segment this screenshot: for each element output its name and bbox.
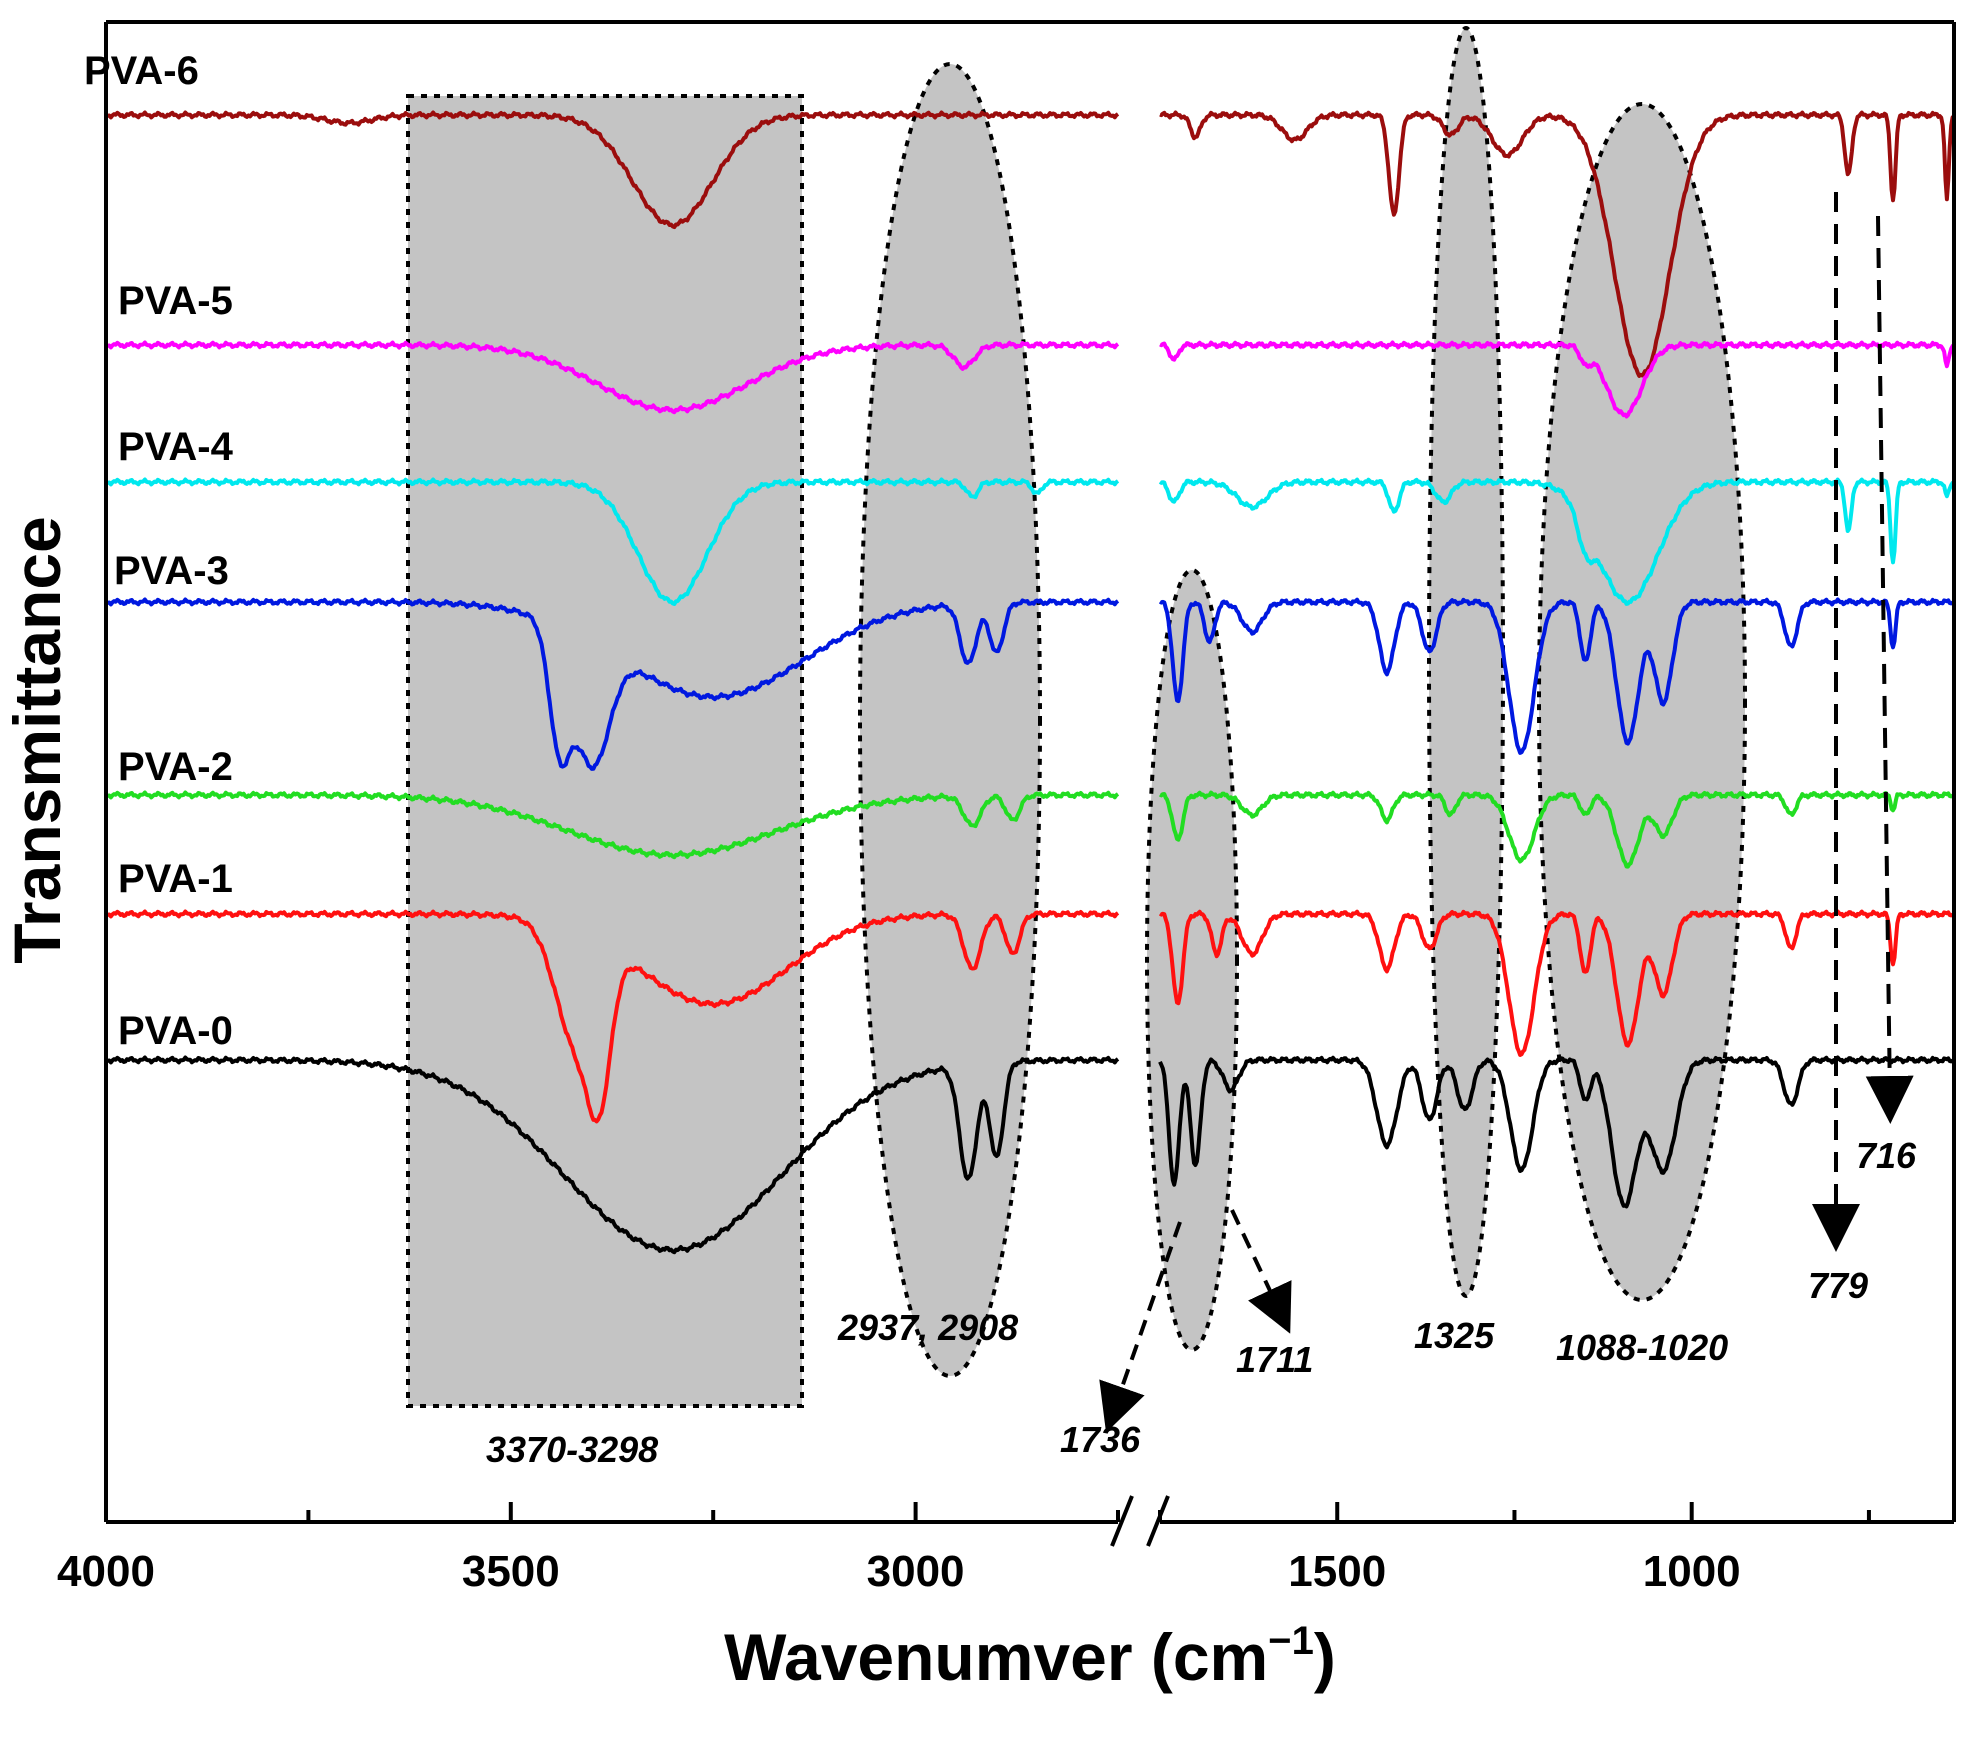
axis-break-mark-1 xyxy=(1110,1495,1134,1547)
annotation-1711: 1711 xyxy=(1236,1339,1313,1380)
x-tick-label-1000: 1000 xyxy=(1643,1547,1741,1596)
series-label-pva-5: PVA-5 xyxy=(118,279,233,323)
series-line-pva-2-seg1 xyxy=(105,790,1120,860)
arrow-1736 xyxy=(1099,1221,1182,1433)
region-3370-3298 xyxy=(406,94,804,1408)
arrow-1711 xyxy=(1230,1209,1292,1334)
series-pva-2 xyxy=(105,790,1956,869)
series-label-pva-4: PVA-4 xyxy=(118,425,234,469)
series-line-pva-3-seg2 xyxy=(1158,597,1956,755)
x-axis-title: Wavenumver (cm−1) xyxy=(724,1619,1336,1694)
series-label-pva-1: PVA-1 xyxy=(118,857,233,901)
annotation-3370-3298: 3370-3298 xyxy=(486,1429,658,1470)
region-2937-2908 xyxy=(858,62,1042,1378)
series-line-pva-6-seg2 xyxy=(1159,110,1955,378)
x-axis-title-end: ) xyxy=(1314,1620,1336,1694)
series-line-pva-4-seg2 xyxy=(1158,477,1956,606)
annotation-1325: 1325 xyxy=(1414,1315,1495,1356)
annotation-1736: 1736 xyxy=(1060,1419,1141,1460)
series-pva-3 xyxy=(105,597,1956,771)
series-line-pva-0-seg2 xyxy=(1158,1055,1956,1209)
x-tick-label-1500: 1500 xyxy=(1288,1547,1386,1596)
series-line-pva-1-seg2 xyxy=(1158,909,1956,1057)
series-line-pva-0-seg1 xyxy=(105,1055,1120,1255)
series-label-pva-6: PVA-6 xyxy=(84,49,199,93)
x-tick-label-3500: 3500 xyxy=(462,1547,560,1596)
series-line-pva-6-seg1 xyxy=(105,110,1120,230)
series-pva-1 xyxy=(105,909,1956,1124)
series-pva-6 xyxy=(105,110,1955,378)
series-line-pva-3-seg1 xyxy=(105,597,1120,771)
annotation-arrows xyxy=(1099,192,1914,1433)
x-axis-title-text: Wavenumver (cm xyxy=(724,1620,1268,1694)
highlight-regions xyxy=(406,26,1747,1408)
annotation-2937-2908: 2937, 2908 xyxy=(837,1307,1018,1348)
series-label-pva-2: PVA-2 xyxy=(118,745,233,789)
series-line-pva-5-seg1 xyxy=(105,340,1120,415)
annotation-1088-1020: 1088-1020 xyxy=(1556,1327,1728,1368)
region-1736-1711 xyxy=(1145,568,1239,1352)
series-pva-5 xyxy=(105,340,1956,419)
annotation-716: 716 xyxy=(1856,1135,1917,1176)
series-group xyxy=(105,110,1956,1255)
series-pva-0 xyxy=(105,1055,1956,1255)
series-label-pva-3: PVA-3 xyxy=(114,549,229,593)
series-label-pva-0: PVA-0 xyxy=(118,1009,233,1053)
arrow-716 xyxy=(1865,215,1914,1124)
region-1088-1020 xyxy=(1537,102,1747,1302)
series-labels: PVA-6 PVA-5 PVA-4 PVA-3 PVA-2 PVA-1 PVA-… xyxy=(84,49,234,1053)
annotation-779: 779 xyxy=(1808,1265,1868,1306)
series-line-pva-1-seg1 xyxy=(105,909,1120,1124)
x-tick-label-4000: 4000 xyxy=(57,1547,155,1596)
annotation-labels: 3370-3298 2937, 2908 1736 1711 1325 1088… xyxy=(486,1135,1917,1470)
series-line-pva-2-seg2 xyxy=(1159,790,1956,869)
series-line-pva-5-seg2 xyxy=(1159,340,1956,419)
x-tick-label-3000: 3000 xyxy=(867,1547,965,1596)
series-pva-4 xyxy=(105,477,1956,606)
y-axis-title: Transmittance xyxy=(0,516,74,964)
axes: 4000 3500 3000 1500 1000 xyxy=(57,20,1956,1596)
ticks-group: 4000 3500 3000 1500 1000 xyxy=(57,1502,1871,1596)
x-axis-title-superscript: −1 xyxy=(1268,1619,1314,1663)
series-line-pva-4-seg1 xyxy=(105,477,1120,606)
